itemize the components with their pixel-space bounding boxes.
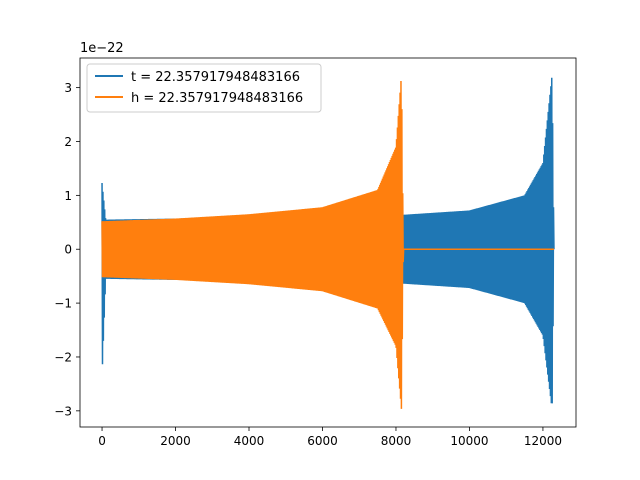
x-tick-label: 6000 <box>307 434 338 448</box>
legend-box <box>86 63 322 113</box>
y-tick-label: −3 <box>54 404 72 418</box>
y-axis: −3 −2 −1 0 1 2 3 <box>54 81 80 418</box>
legend-label-h: h = 22.357917948483166 <box>131 91 303 106</box>
series-line-1 <box>101 80 554 409</box>
legend-label-t: t = 22.357917948483166 <box>131 70 300 85</box>
x-tick-label: 12000 <box>524 434 562 448</box>
y-tick-label: −2 <box>54 350 72 364</box>
y-tick-label: 2 <box>64 135 72 149</box>
x-tick-label: 2000 <box>160 434 191 448</box>
legend: t = 22.357917948483166 h = 22.3579179484… <box>86 63 322 113</box>
x-tick-label: 4000 <box>234 434 265 448</box>
y-offset-label: 1e−22 <box>80 41 124 56</box>
x-tick-label: 8000 <box>381 434 412 448</box>
y-tick-label: 1 <box>64 189 72 203</box>
x-axis: 0 2000 4000 6000 8000 10000 12000 <box>98 427 562 448</box>
series-layer <box>101 77 555 409</box>
x-tick-label: 10000 <box>450 434 488 448</box>
y-tick-label: 3 <box>64 81 72 95</box>
y-tick-label: 0 <box>64 243 72 257</box>
plot-frame <box>79 57 577 428</box>
x-tick-label: 0 <box>98 434 106 448</box>
y-tick-label: −1 <box>54 297 72 311</box>
